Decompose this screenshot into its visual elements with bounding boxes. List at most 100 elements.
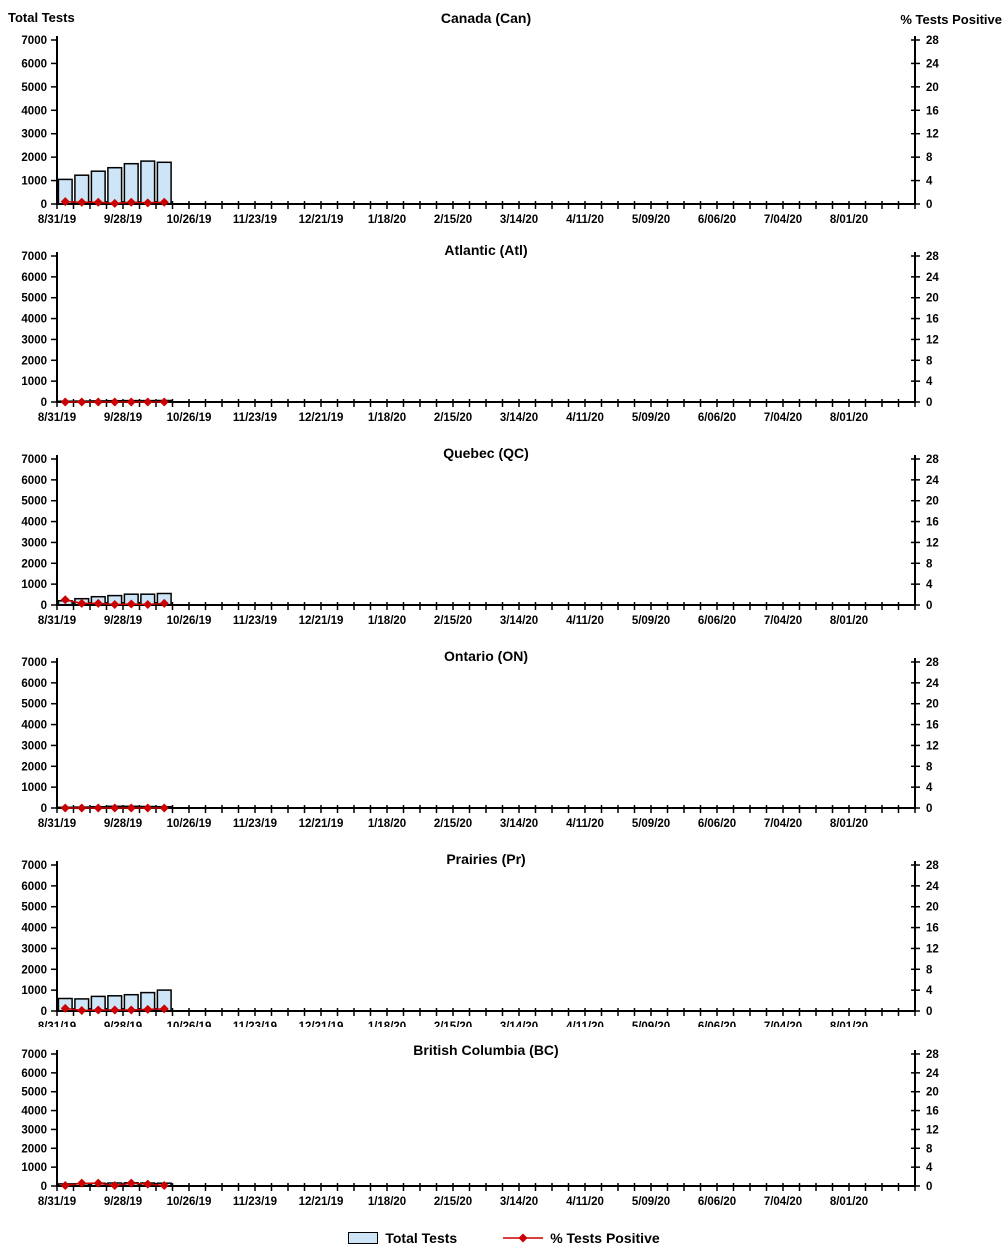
x-tick-label: 2/15/20 bbox=[434, 615, 472, 627]
left-tick-label: 6000 bbox=[21, 58, 47, 70]
left-tick-label: 4000 bbox=[21, 1106, 47, 1118]
chart-title-prairies: Prairies (Pr) bbox=[446, 851, 526, 867]
x-tick-label: 6/06/20 bbox=[698, 615, 736, 627]
x-tick-label: 6/06/20 bbox=[698, 818, 736, 830]
left-tick-label: 4000 bbox=[21, 517, 47, 529]
pct-positive-marker bbox=[110, 803, 120, 813]
right-tick-label: 28 bbox=[926, 454, 939, 466]
x-tick-label: 5/09/20 bbox=[632, 818, 670, 830]
pct-positive-marker bbox=[126, 397, 136, 407]
x-tick-label: 7/04/20 bbox=[764, 1196, 802, 1208]
x-tick-label: 11/23/19 bbox=[233, 615, 277, 627]
x-tick-label: 9/28/19 bbox=[104, 412, 142, 424]
x-tick-label: 8/01/20 bbox=[830, 818, 868, 830]
left-tick-label: 3000 bbox=[21, 537, 47, 549]
chart-atlantic: Atlantic (Atl) 0 1000 2000 3000 4000 5000 6000… bbox=[0, 240, 1008, 442]
right-tick-label: 20 bbox=[926, 699, 939, 711]
right-tick-label: 16 bbox=[926, 314, 939, 326]
chart-title-british-columbia: British Columbia (BC) bbox=[413, 1042, 559, 1058]
left-tick-label: 7000 bbox=[21, 860, 47, 872]
x-tick-label: 8/31/19 bbox=[38, 615, 76, 627]
plot-ontario: 0 1000 2000 3000 4000 5000 6000 7000 0 4 8 12 16 20 24… bbox=[21, 657, 939, 830]
pct-positive-marker bbox=[159, 1004, 169, 1014]
left-tick-label: 6000 bbox=[21, 1068, 47, 1080]
left-tick-label: 3000 bbox=[21, 1124, 47, 1136]
left-tick-label: 3000 bbox=[21, 334, 47, 346]
right-tick-label: 4 bbox=[926, 376, 933, 388]
right-tick-label: 12 bbox=[926, 537, 939, 549]
right-tick-label: 12 bbox=[926, 334, 939, 346]
x-tick-label: 10/26/19 bbox=[167, 1196, 212, 1208]
x-tick-label: 2/15/20 bbox=[434, 818, 472, 830]
legend-total-tests-label: Total Tests bbox=[385, 1230, 458, 1246]
right-tick-label: 20 bbox=[926, 82, 939, 94]
x-tick-label: 8/01/20 bbox=[830, 615, 868, 627]
pct-positive-marker bbox=[77, 803, 87, 813]
right-tick-label: 24 bbox=[926, 475, 939, 487]
pct-positive-marker bbox=[93, 397, 103, 407]
left-tick-label: 2000 bbox=[21, 1143, 47, 1155]
x-tick-label: 5/09/20 bbox=[632, 615, 670, 627]
x-tick-label: 5/09/20 bbox=[632, 1196, 670, 1208]
pct-positive-marker bbox=[77, 1178, 87, 1188]
right-tick-label: 8 bbox=[926, 761, 933, 773]
chart-title-canada: Canada (Can) bbox=[440, 10, 532, 26]
left-tick-label: 1000 bbox=[21, 1162, 47, 1174]
pct-positive-marker bbox=[110, 1005, 120, 1015]
x-tick-label: 7/04/20 bbox=[764, 615, 802, 627]
pct-positive-marker bbox=[93, 1178, 103, 1188]
right-tick-label: 20 bbox=[926, 902, 939, 914]
x-tick-label: 6/06/20 bbox=[698, 1196, 736, 1208]
pct-positive-marker bbox=[77, 1005, 87, 1015]
plot-british-columbia: 0 1000 2000 3000 4000 5000 6000 7000 0 4 8 12 16 20 24… bbox=[21, 1049, 939, 1208]
chart-title-atlantic: Atlantic (Atl) bbox=[444, 242, 528, 258]
pct-positive-marker bbox=[60, 595, 70, 605]
left-tick-label: 0 bbox=[41, 600, 47, 612]
left-tick-label: 6000 bbox=[21, 881, 47, 893]
pct-positive-swatch-icon bbox=[503, 1233, 544, 1243]
x-tick-label: 9/28/19 bbox=[104, 1196, 142, 1208]
right-tick-label: 16 bbox=[926, 105, 939, 117]
right-tick-label: 16 bbox=[926, 1106, 939, 1118]
left-tick-label: 1000 bbox=[21, 985, 47, 997]
pct-positive-marker bbox=[126, 803, 136, 813]
x-tick-label: 9/28/19 bbox=[104, 818, 142, 830]
x-tick-label: 12/21/19 bbox=[299, 818, 344, 830]
left-tick-label: 0 bbox=[41, 199, 47, 211]
left-tick-label: 1000 bbox=[21, 176, 47, 188]
pct-positive-marker bbox=[60, 397, 70, 407]
x-tick-label: 1/18/20 bbox=[368, 214, 406, 226]
x-tick-label: 5/09/20 bbox=[632, 412, 670, 424]
x-tick-label: 8/31/19 bbox=[38, 818, 76, 830]
right-tick-label: 16 bbox=[926, 720, 939, 732]
x-tick-label: 4/11/20 bbox=[566, 818, 604, 830]
x-tick-label: 10/26/19 bbox=[167, 412, 212, 424]
x-tick-label: 2/15/20 bbox=[434, 214, 472, 226]
right-tick-label: 12 bbox=[926, 740, 939, 752]
x-tick-label: 8/31/19 bbox=[38, 1021, 76, 1027]
left-tick-label: 2000 bbox=[21, 152, 47, 164]
left-tick-label: 1000 bbox=[21, 579, 47, 591]
pct-positive-marker bbox=[77, 397, 87, 407]
x-tick-label: 3/14/20 bbox=[500, 1196, 538, 1208]
left-tick-label: 0 bbox=[41, 1006, 47, 1018]
x-tick-label: 11/23/19 bbox=[233, 818, 277, 830]
x-tick-label: 1/18/20 bbox=[368, 412, 406, 424]
right-tick-label: 24 bbox=[926, 881, 939, 893]
x-tick-label: 2/15/20 bbox=[434, 412, 472, 424]
left-tick-label: 5000 bbox=[21, 902, 47, 914]
pct-positive-marker bbox=[93, 598, 103, 608]
chart-canada: Canada (Can) 0 1000 2000 3000 4000 5000 6000 70… bbox=[0, 0, 1008, 240]
right-tick-label: 24 bbox=[926, 1068, 939, 1080]
legend-item-pct-positive: % Tests Positive bbox=[503, 1230, 660, 1246]
pct-positive-marker bbox=[93, 197, 103, 207]
total-tests-bar bbox=[140, 160, 156, 205]
right-tick-label: 28 bbox=[926, 35, 939, 47]
x-tick-label: 8/01/20 bbox=[830, 412, 868, 424]
x-tick-label: 8/01/20 bbox=[830, 214, 868, 226]
chart-title-ontario: Ontario (ON) bbox=[444, 648, 528, 664]
x-tick-label: 8/01/20 bbox=[830, 1021, 868, 1027]
x-tick-label: 7/04/20 bbox=[764, 818, 802, 830]
right-tick-label: 8 bbox=[926, 152, 933, 164]
right-tick-label: 0 bbox=[926, 199, 932, 211]
